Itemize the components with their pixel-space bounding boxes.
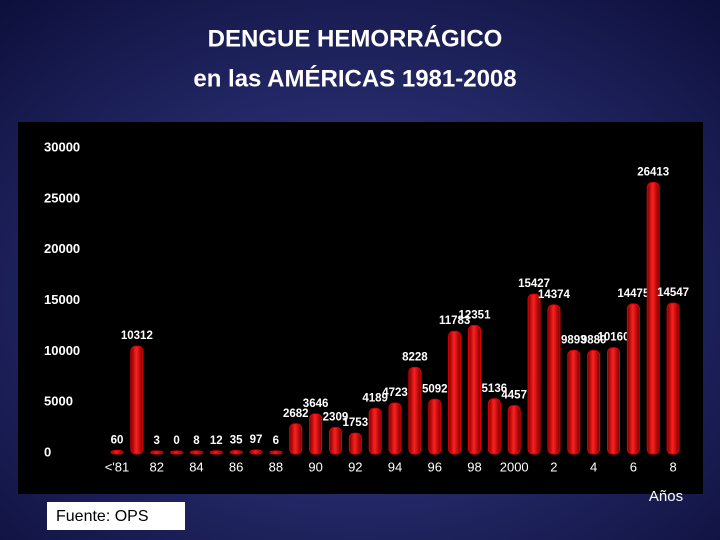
x-tick-label: 86 [229, 459, 243, 474]
value-label: 8228 [402, 351, 428, 363]
y-tick-label: 15000 [44, 292, 80, 307]
chart-subtitle: en las AMÉRICAS 1981-2008 [193, 64, 516, 92]
bar [309, 413, 323, 455]
value-label: 3646 [303, 398, 329, 410]
value-label: 12 [210, 435, 223, 447]
value-label: 14475 [617, 288, 650, 300]
bar [467, 324, 481, 455]
bar [229, 450, 243, 455]
bar [607, 347, 620, 455]
value-label: 15427 [518, 278, 550, 290]
bar [249, 449, 263, 455]
x-tick-label: <'81 [105, 459, 130, 474]
bar [646, 181, 660, 455]
value-label: 26413 [637, 166, 669, 178]
x-tick-label: 2000 [500, 459, 529, 474]
bar [130, 345, 144, 455]
bar [348, 432, 362, 455]
value-label: 8 [193, 435, 200, 447]
value-label: 2309 [323, 412, 349, 424]
value-label: 4457 [501, 390, 527, 402]
x-tick-label: 6 [630, 459, 637, 474]
bar [428, 398, 442, 455]
value-label: 5136 [482, 383, 508, 395]
value-label: 60 [111, 434, 124, 446]
value-label: 4723 [382, 387, 408, 399]
y-tick-label: 5000 [44, 394, 73, 409]
bar [110, 449, 124, 455]
y-tick-label: 10000 [44, 343, 80, 358]
source: Fuente: OPS [56, 508, 149, 525]
x-tick-label: 2 [550, 459, 557, 474]
x-tick-label: 92 [348, 459, 362, 474]
value-label: 5092 [422, 383, 448, 395]
x-tick-label: 4 [590, 459, 597, 474]
value-label: 14547 [657, 287, 689, 299]
value-label: 12351 [458, 309, 491, 321]
x-tick-label: 98 [467, 459, 481, 474]
x-tick-label: 88 [269, 459, 283, 474]
bar [626, 303, 640, 455]
bar [368, 407, 382, 455]
bar [547, 304, 561, 455]
x-axis-label: Años [649, 488, 683, 505]
y-tick-label: 0 [44, 444, 51, 459]
value-label: 9880 [581, 335, 607, 347]
bar [527, 293, 541, 455]
bar [388, 402, 402, 455]
bar [666, 302, 680, 455]
x-tick-label: 82 [149, 459, 163, 474]
value-label: 14374 [538, 289, 571, 301]
value-label: 10312 [121, 330, 153, 342]
value-label: 11783 [439, 315, 470, 327]
x-tick-label: 96 [428, 459, 442, 474]
x-tick-label: 84 [189, 459, 203, 474]
chart-title: DENGUE HEMORRÁGICO [208, 24, 503, 52]
bar [448, 330, 462, 455]
bar [507, 405, 521, 455]
value-label: 10160 [598, 332, 630, 344]
bar [170, 450, 184, 455]
bar [328, 427, 342, 455]
value-label: 3 [154, 435, 160, 447]
y-tick-label: 25000 [44, 190, 80, 205]
value-label: 1753 [343, 417, 369, 429]
bar [408, 366, 422, 455]
bar [189, 450, 203, 455]
value-label: 0 [173, 435, 179, 447]
value-label: 97 [250, 434, 263, 446]
bar [289, 423, 303, 455]
x-tick-label: 90 [308, 459, 322, 474]
bar [487, 398, 501, 455]
value-label: 4189 [362, 392, 388, 404]
value-label: 2682 [283, 408, 309, 420]
value-label: 9893 [561, 334, 587, 346]
x-tick-label: 8 [669, 459, 676, 474]
bar [567, 349, 581, 455]
y-tick-label: 20000 [44, 241, 80, 256]
y-tick-label: 30000 [44, 139, 80, 154]
source-box [47, 502, 185, 530]
x-tick-label: 94 [388, 459, 402, 474]
bar [209, 450, 223, 455]
bar [150, 450, 164, 455]
bar [587, 350, 601, 455]
bar [269, 450, 283, 455]
value-label: 6 [273, 435, 279, 447]
value-label: 35 [230, 435, 243, 447]
